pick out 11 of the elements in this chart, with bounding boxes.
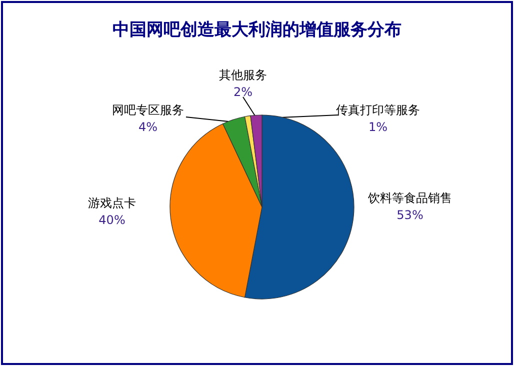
slice-label: 其他服务 xyxy=(219,68,267,82)
data-label: 1% xyxy=(368,120,388,134)
slice-label: 传真打印等服务 xyxy=(336,103,420,117)
data-label: 2% xyxy=(233,85,253,99)
slice-label: 饮料等食品销售 xyxy=(367,191,452,205)
data-label: 4% xyxy=(138,120,158,134)
slice-label: 游戏点卡 xyxy=(88,196,136,210)
data-label: 40% xyxy=(98,213,126,227)
chart-title: 中国网吧创造最大利润的增值服务分布 xyxy=(112,20,402,40)
slice-label: 网吧专区服务 xyxy=(112,103,184,117)
data-label: 53% xyxy=(396,208,424,222)
